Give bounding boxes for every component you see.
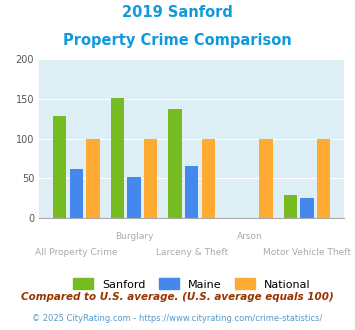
Bar bbox=[300, 198, 314, 218]
Bar bbox=[127, 177, 141, 218]
Text: 2019 Sanford: 2019 Sanford bbox=[122, 5, 233, 20]
Bar bbox=[144, 139, 157, 218]
Bar bbox=[70, 170, 83, 218]
Legend: Sanford, Maine, National: Sanford, Maine, National bbox=[69, 274, 315, 294]
Bar bbox=[53, 115, 66, 218]
Bar bbox=[111, 98, 124, 218]
Bar bbox=[168, 109, 182, 218]
Bar bbox=[202, 139, 215, 218]
Text: Motor Vehicle Theft: Motor Vehicle Theft bbox=[263, 248, 351, 257]
Text: Compared to U.S. average. (U.S. average equals 100): Compared to U.S. average. (U.S. average … bbox=[21, 292, 334, 302]
Text: All Property Crime: All Property Crime bbox=[35, 248, 118, 257]
Text: Arson: Arson bbox=[236, 232, 262, 241]
Text: Property Crime Comparison: Property Crime Comparison bbox=[63, 33, 292, 48]
Bar bbox=[86, 139, 100, 218]
Text: Burglary: Burglary bbox=[115, 232, 153, 241]
Bar bbox=[317, 139, 331, 218]
Bar bbox=[185, 166, 198, 218]
Text: © 2025 CityRating.com - https://www.cityrating.com/crime-statistics/: © 2025 CityRating.com - https://www.city… bbox=[32, 314, 323, 323]
Bar bbox=[259, 139, 273, 218]
Text: Larceny & Theft: Larceny & Theft bbox=[155, 248, 228, 257]
Bar bbox=[284, 195, 297, 218]
